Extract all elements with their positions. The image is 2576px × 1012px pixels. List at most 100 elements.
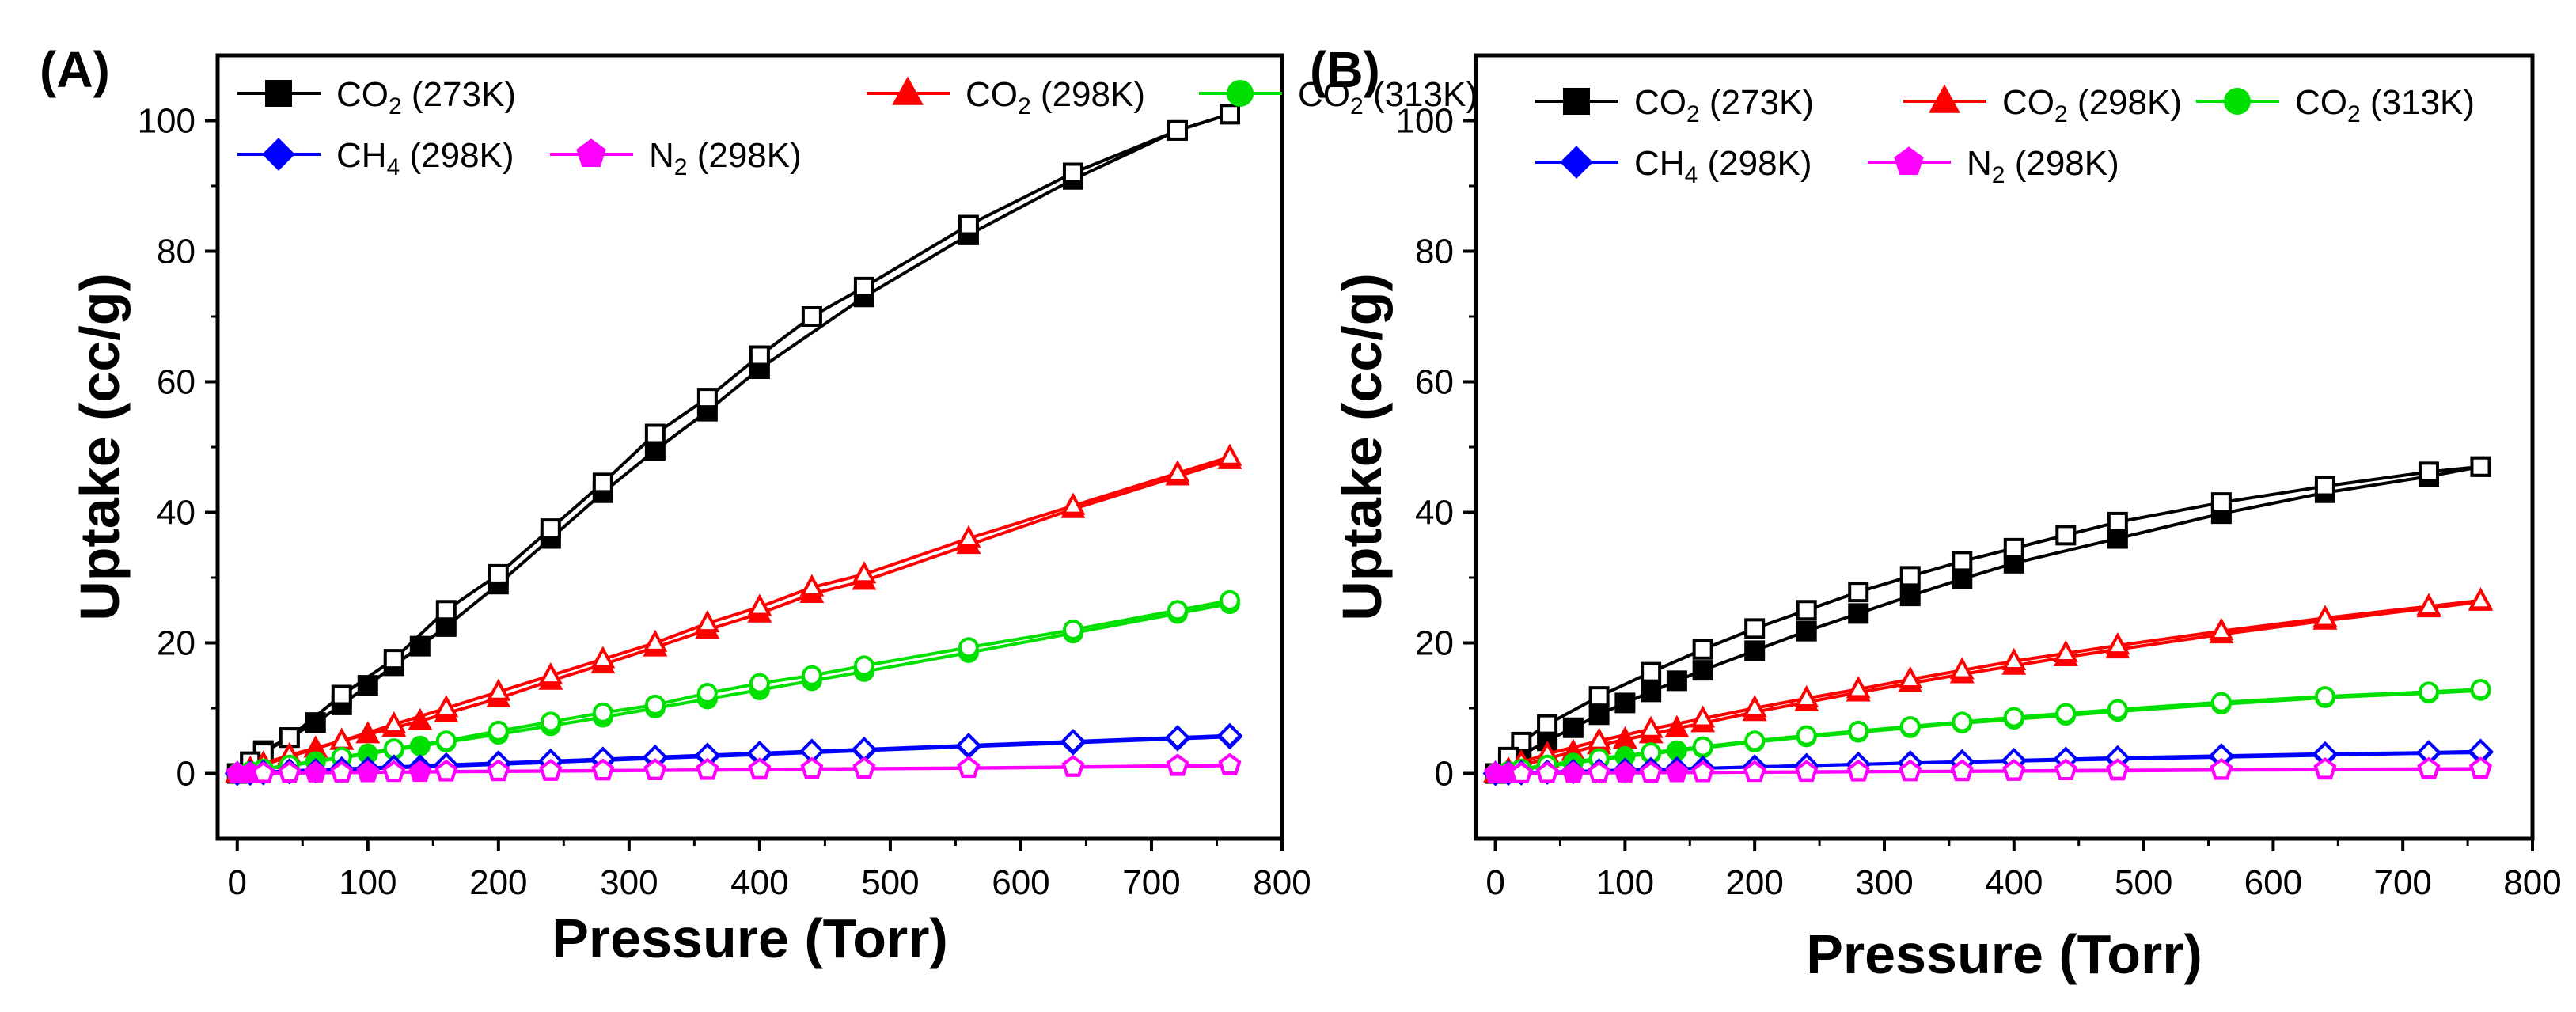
x-tick-label: 800: [1253, 863, 1311, 902]
desorption-point: [695, 609, 720, 633]
adsorption-point: [1641, 681, 1662, 703]
desorption-point: [1062, 162, 1083, 184]
x-tick-label: 300: [1855, 863, 1913, 902]
desorption-point: [2314, 686, 2335, 707]
y-tick-label: 60: [157, 363, 195, 402]
desorption-point: [1166, 753, 1189, 775]
y-axis-title: Uptake (cc/g): [1331, 273, 1393, 621]
adsorption-point: [1666, 670, 1687, 692]
desorption-point: [2470, 456, 2491, 477]
desorption-point: [1217, 443, 1242, 466]
desorption-point: [538, 661, 563, 685]
y-tick-label: 20: [1415, 624, 1454, 663]
legend-label: CO2 (273K): [336, 75, 516, 119]
adsorption-point: [408, 707, 433, 730]
desorption-point: [2210, 492, 2232, 514]
desorption-point: [748, 757, 772, 779]
desorption-point: [1950, 759, 1974, 781]
desorption-line: [263, 455, 1231, 766]
x-tick-label: 700: [1122, 863, 1180, 902]
adsorption-point: [1848, 603, 1869, 624]
desorption-point: [434, 759, 458, 782]
desorption-point: [644, 694, 666, 715]
desorption-point: [2107, 699, 2128, 720]
y-tick-label: 80: [157, 233, 195, 271]
y-tick-label: 60: [1415, 363, 1454, 402]
desorption-point: [2055, 525, 2077, 546]
desorption-point: [1060, 492, 1086, 515]
series-co2-313k-: [1485, 679, 2491, 784]
desorption-point: [2313, 757, 2337, 779]
desorption-point: [2003, 707, 2024, 728]
desorption-point: [852, 756, 876, 779]
desorption-point: [696, 388, 718, 409]
legend-marker: [262, 138, 295, 171]
desorption-point: [2312, 605, 2338, 627]
adsorption-point: [1796, 620, 1817, 642]
adsorption-point: [1562, 717, 1584, 738]
desorption-point: [696, 757, 719, 780]
desorption-point: [1061, 755, 1085, 777]
desorption-point: [696, 683, 718, 704]
desorption-point: [643, 758, 667, 780]
desorption-point: [2054, 758, 2077, 781]
desorption-point: [1796, 725, 1817, 746]
desorption-point: [2418, 681, 2439, 703]
series-group: [1482, 456, 2494, 786]
legend-marker: [576, 138, 606, 167]
desorption-point: [957, 756, 981, 778]
desorption-point: [2106, 758, 2130, 780]
adsorption-point: [1952, 568, 1973, 589]
desorption-point: [592, 472, 613, 494]
desorption-point: [2003, 537, 2024, 559]
desorption-point: [487, 759, 510, 781]
desorption-point: [488, 563, 509, 585]
y-tick-label: 0: [176, 755, 195, 794]
desorption-point: [2002, 759, 2026, 781]
desorption-point: [1846, 759, 1870, 782]
desorption-point: [1795, 760, 1819, 782]
desorption-point: [1744, 618, 1766, 639]
x-tick-label: 500: [2115, 863, 2172, 902]
legend-label: CO2 (273K): [1634, 83, 1814, 127]
desorption-point: [1165, 460, 1190, 483]
desorption-point: [958, 637, 979, 658]
desorption-line: [1520, 598, 2481, 764]
desorption-point: [2470, 679, 2491, 700]
desorption-point: [1216, 722, 1243, 749]
legend: CO2 (273K) CO2 (298K) CO2 (313K) CH4 (298K)…: [1535, 83, 2475, 188]
desorption-point: [1899, 716, 1921, 737]
legend-item: CH4 (298K): [1535, 144, 1812, 188]
adsorption-point: [1665, 760, 1689, 783]
legend-item: CO2 (313K): [1199, 75, 1478, 119]
x-tick-label: 200: [469, 863, 527, 902]
legend-label: N2 (298K): [1967, 144, 2119, 188]
series-co2-298k-: [225, 443, 1242, 783]
adsorption-point: [357, 675, 378, 696]
desorption-point: [956, 525, 981, 548]
legend-item: N2 (298K): [1868, 144, 2119, 188]
legend-marker: [1227, 80, 1254, 107]
desorption-point: [1218, 752, 1242, 775]
desorption-point: [331, 684, 352, 706]
x-tick-label: 100: [339, 863, 396, 902]
desorption-point: [852, 561, 877, 584]
adsorption-line: [1494, 600, 2481, 775]
desorption-point: [1848, 720, 1869, 741]
desorption-point: [2314, 476, 2335, 497]
desorption-point: [1535, 760, 1559, 783]
desorption-point: [2055, 703, 2077, 724]
desorption-point: [1691, 760, 1715, 783]
desorption-point: [1509, 761, 1533, 783]
desorption-point: [2210, 692, 2232, 713]
desorption-point: [2416, 593, 2441, 616]
adsorption-point: [1899, 586, 1921, 607]
desorption-point: [1949, 657, 1975, 680]
series-n2-298k-: [1484, 756, 2492, 783]
desorption-point: [1899, 566, 1921, 587]
desorption-point: [1952, 551, 1973, 572]
legend-label: CO2 (298K): [966, 75, 1145, 119]
desorption-point: [853, 276, 874, 298]
legend-marker: [1894, 146, 1924, 175]
adsorption-point: [355, 721, 381, 744]
